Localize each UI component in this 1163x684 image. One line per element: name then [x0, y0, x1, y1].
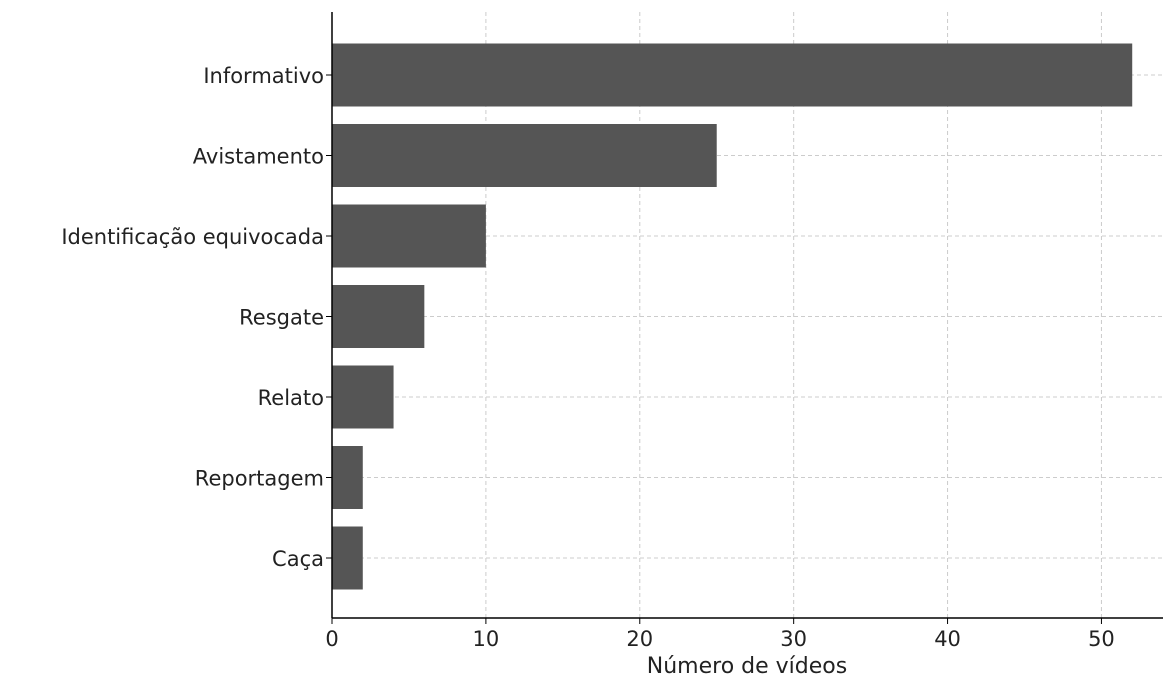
x-tick-label: 20 [626, 627, 653, 651]
y-tick-label: Caça [272, 547, 324, 571]
y-tick-label: Resgate [239, 306, 324, 330]
x-tick-label: 40 [934, 627, 961, 651]
axis-layer [326, 12, 1163, 624]
bar-layer [332, 43, 1133, 590]
bar-avistamento [332, 124, 717, 187]
bar-ca-a [332, 526, 363, 590]
y-tick-label: Identificação equivocada [61, 225, 324, 249]
x-axis-title: Número de vídeos [647, 654, 847, 679]
y-tick-label: Reportagem [195, 467, 324, 491]
y-tick-label: Relato [258, 386, 324, 410]
x-tick-label: 0 [325, 627, 338, 651]
bar-identifica-o-equivocada [332, 204, 486, 268]
x-tick-label: 10 [473, 627, 500, 651]
bar-reportagem [332, 446, 363, 509]
y-tick-label: Informativo [203, 64, 324, 88]
bar-relato [332, 365, 394, 429]
y-tick-label: Avistamento [193, 145, 324, 169]
bar-resgate [332, 285, 425, 348]
bar-informativo [332, 43, 1133, 107]
x-tick-label: 30 [780, 627, 807, 651]
label-layer: 0 10 20 30 40 50 Informativo Avistamento Identif… [61, 64, 1114, 651]
x-tick-label: 50 [1088, 627, 1115, 651]
